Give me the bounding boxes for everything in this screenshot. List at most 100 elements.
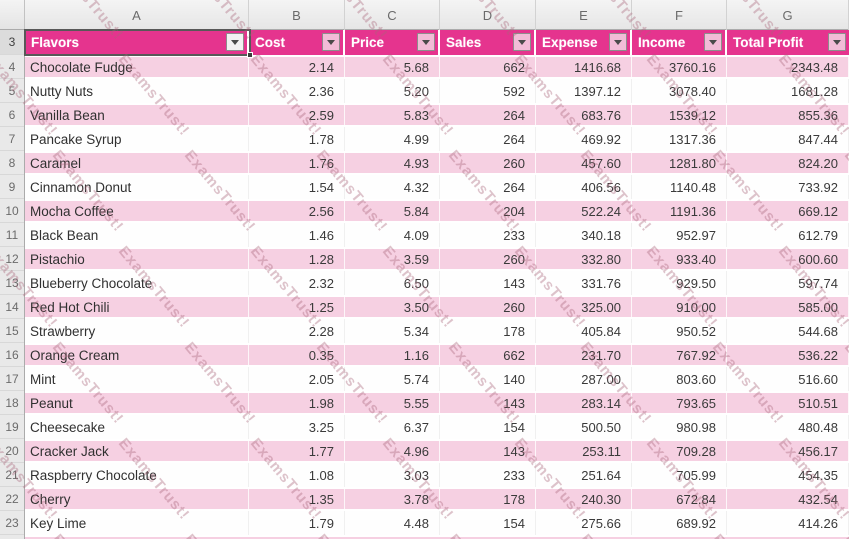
cell-C7[interactable]: 4.99 <box>345 127 440 151</box>
cell-G18[interactable]: 510.51 <box>727 391 849 415</box>
table-header-sales[interactable]: Sales <box>440 30 536 55</box>
cell-F5[interactable]: 3078.40 <box>632 79 727 103</box>
row-header-17[interactable]: 17 <box>0 367 24 391</box>
cell-E15[interactable]: 405.84 <box>536 319 632 343</box>
cell-B19[interactable]: 3.25 <box>249 415 345 439</box>
cell-C17[interactable]: 5.74 <box>345 367 440 391</box>
cell-G23[interactable]: 414.26 <box>727 511 849 535</box>
column-header-E[interactable]: E <box>536 0 632 30</box>
cell-F10[interactable]: 1191.36 <box>632 199 727 223</box>
cell-G9[interactable]: 733.92 <box>727 175 849 199</box>
cell-F22[interactable]: 672.84 <box>632 487 727 511</box>
cell-D6[interactable]: 264 <box>440 103 536 127</box>
cell-F13[interactable]: 929.50 <box>632 271 727 295</box>
row-header-11[interactable]: 11 <box>0 223 24 247</box>
cell-G11[interactable]: 612.79 <box>727 223 849 247</box>
cell-F4[interactable]: 3760.16 <box>632 55 727 79</box>
cell-C13[interactable]: 6.50 <box>345 271 440 295</box>
cell-D19[interactable]: 154 <box>440 415 536 439</box>
cell-F21[interactable]: 705.99 <box>632 463 727 487</box>
fill-handle[interactable] <box>247 52 253 58</box>
cell-A14[interactable]: Red Hot Chili <box>25 295 249 319</box>
column-header-D[interactable]: D <box>440 0 536 30</box>
cell-G16[interactable]: 536.22 <box>727 343 849 367</box>
cell-A8[interactable]: Caramel <box>25 151 249 175</box>
cell-G22[interactable]: 432.54 <box>727 487 849 511</box>
cell-A16[interactable]: Orange Cream <box>25 343 249 367</box>
cell-B20[interactable]: 1.77 <box>249 439 345 463</box>
cell-D14[interactable]: 260 <box>440 295 536 319</box>
cell-F15[interactable]: 950.52 <box>632 319 727 343</box>
column-header-G[interactable]: G <box>727 0 849 30</box>
row-header-12[interactable]: 12 <box>0 247 24 271</box>
cell-D22[interactable]: 178 <box>440 487 536 511</box>
row-header-10[interactable]: 10 <box>0 199 24 223</box>
cell-G21[interactable]: 454.35 <box>727 463 849 487</box>
cell-D15[interactable]: 178 <box>440 319 536 343</box>
cell-C23[interactable]: 4.48 <box>345 511 440 535</box>
cell-B14[interactable]: 1.25 <box>249 295 345 319</box>
cell-B10[interactable]: 2.56 <box>249 199 345 223</box>
cell-C10[interactable]: 5.84 <box>345 199 440 223</box>
cell-C15[interactable]: 5.34 <box>345 319 440 343</box>
filter-dropdown-price[interactable] <box>417 33 435 51</box>
cell-E17[interactable]: 287.00 <box>536 367 632 391</box>
cell-F12[interactable]: 933.40 <box>632 247 727 271</box>
cell-A11[interactable]: Black Bean <box>25 223 249 247</box>
filter-dropdown-cost[interactable] <box>322 33 340 51</box>
cell-A6[interactable]: Vanilla Bean <box>25 103 249 127</box>
cell-E10[interactable]: 522.24 <box>536 199 632 223</box>
table-header-flavors[interactable]: Flavors <box>25 30 249 55</box>
cell-B13[interactable]: 2.32 <box>249 271 345 295</box>
cell-E16[interactable]: 231.70 <box>536 343 632 367</box>
row-header-7[interactable]: 7 <box>0 127 24 151</box>
cell-D7[interactable]: 264 <box>440 127 536 151</box>
cell-B9[interactable]: 1.54 <box>249 175 345 199</box>
cell-A12[interactable]: Pistachio <box>25 247 249 271</box>
cell-B17[interactable]: 2.05 <box>249 367 345 391</box>
cell-E4[interactable]: 1416.68 <box>536 55 632 79</box>
table-header-expense[interactable]: Expense <box>536 30 632 55</box>
cell-E20[interactable]: 253.11 <box>536 439 632 463</box>
cell-B7[interactable]: 1.78 <box>249 127 345 151</box>
column-header-B[interactable]: B <box>249 0 345 30</box>
column-header-F[interactable]: F <box>632 0 727 30</box>
cell-E22[interactable]: 240.30 <box>536 487 632 511</box>
cell-D21[interactable]: 233 <box>440 463 536 487</box>
cell-B21[interactable]: 1.08 <box>249 463 345 487</box>
row-header-3[interactable]: 3 <box>0 30 24 55</box>
cell-E9[interactable]: 406.56 <box>536 175 632 199</box>
cell-D10[interactable]: 204 <box>440 199 536 223</box>
cell-F6[interactable]: 1539.12 <box>632 103 727 127</box>
row-header-9[interactable]: 9 <box>0 175 24 199</box>
filter-dropdown-income[interactable] <box>704 33 722 51</box>
column-header-C[interactable]: C <box>345 0 440 30</box>
cell-A21[interactable]: Raspberry Chocolate <box>25 463 249 487</box>
cell-C12[interactable]: 3.59 <box>345 247 440 271</box>
cell-F14[interactable]: 910.00 <box>632 295 727 319</box>
cell-C8[interactable]: 4.93 <box>345 151 440 175</box>
cell-D8[interactable]: 260 <box>440 151 536 175</box>
row-header-19[interactable]: 19 <box>0 415 24 439</box>
cell-A17[interactable]: Mint <box>25 367 249 391</box>
cell-E5[interactable]: 1397.12 <box>536 79 632 103</box>
cell-C5[interactable]: 5.20 <box>345 79 440 103</box>
cell-C16[interactable]: 1.16 <box>345 343 440 367</box>
cell-D9[interactable]: 264 <box>440 175 536 199</box>
table-header-income[interactable]: Income <box>632 30 727 55</box>
cell-F20[interactable]: 709.28 <box>632 439 727 463</box>
cell-G17[interactable]: 516.60 <box>727 367 849 391</box>
cell-E11[interactable]: 340.18 <box>536 223 632 247</box>
table-header-price[interactable]: Price <box>345 30 440 55</box>
cell-C19[interactable]: 6.37 <box>345 415 440 439</box>
cell-G13[interactable]: 597.74 <box>727 271 849 295</box>
cell-C11[interactable]: 4.09 <box>345 223 440 247</box>
cell-G14[interactable]: 585.00 <box>727 295 849 319</box>
cell-G4[interactable]: 2343.48 <box>727 55 849 79</box>
row-header-15[interactable]: 15 <box>0 319 24 343</box>
cell-D4[interactable]: 662 <box>440 55 536 79</box>
cell-E8[interactable]: 457.60 <box>536 151 632 175</box>
cell-E18[interactable]: 283.14 <box>536 391 632 415</box>
cell-C4[interactable]: 5.68 <box>345 55 440 79</box>
filter-dropdown-expense[interactable] <box>609 33 627 51</box>
